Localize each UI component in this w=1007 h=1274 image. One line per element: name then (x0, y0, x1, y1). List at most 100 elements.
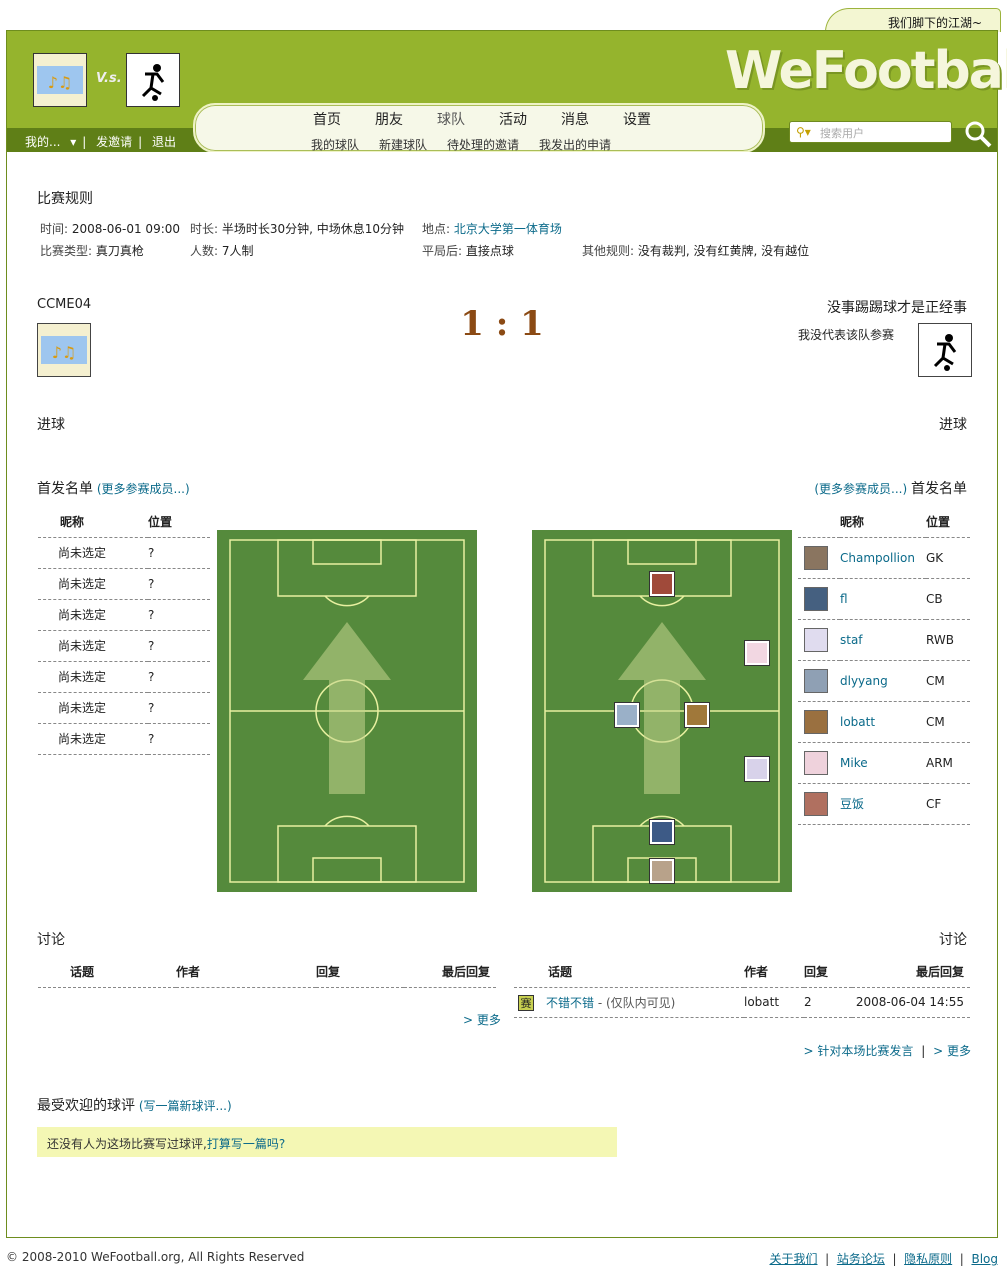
player-name-link[interactable]: fl (840, 591, 848, 606)
away-team-logo[interactable] (126, 53, 180, 107)
nav-messages[interactable]: 消息 (561, 112, 589, 128)
vs-label: V.s. (96, 71, 122, 86)
home-team-logo[interactable]: ♪♫ (33, 53, 87, 107)
logout-link[interactable]: 退出 (152, 135, 177, 149)
home-more-members-link[interactable]: (更多参赛成员...) (96, 482, 190, 496)
avatar[interactable] (804, 545, 828, 570)
away-pitch (532, 530, 792, 892)
player-marker-arm[interactable] (745, 641, 769, 665)
col-topic: 话题 (514, 957, 744, 988)
write-review-link[interactable]: (写一篇新球评...) (138, 1099, 232, 1113)
away-roster-row[interactable]: lobatt CM (798, 701, 970, 743)
rule-place: 地点: 北京大学第一体育场 (422, 222, 562, 236)
nav-activities[interactable]: 活动 (499, 112, 527, 128)
col-name: 昵称 (38, 506, 148, 538)
player-name-link[interactable]: lobatt (840, 714, 876, 729)
player-name: 尚未选定 (38, 723, 148, 755)
subnav-my-requests[interactable]: 我发出的申请 (539, 138, 612, 152)
place-link[interactable]: 北京大学第一体育场 (453, 222, 562, 236)
player-name-link[interactable]: Champollion (840, 550, 915, 565)
rule-duration: 时长: 半场时长30分钟, 中场休息10分钟 (190, 222, 405, 236)
player-position: ? (148, 723, 210, 755)
player-marker-cf[interactable] (650, 572, 674, 596)
away-goals-label: 进球 (939, 417, 967, 433)
away-roster-row[interactable]: Champollion GK (798, 537, 970, 579)
player-name: 尚未选定 (38, 661, 148, 693)
away-discussion-more[interactable]: > 更多 (933, 1044, 971, 1058)
player-position: ? (148, 537, 210, 569)
footer-privacy[interactable]: 隐私原则 (904, 1252, 953, 1266)
nav-home[interactable]: 首页 (313, 112, 341, 128)
footer: © 2008-2010 WeFootball.org, All Rights R… (6, 1250, 998, 1266)
player-name-link[interactable]: 豆饭 (840, 797, 865, 811)
site-logo[interactable]: WeFootball (725, 41, 1007, 101)
my-menu-dropdown[interactable]: 我的... ▾ (25, 135, 77, 149)
topic-link[interactable]: 不错不错 (546, 995, 595, 1010)
avatar[interactable] (804, 627, 828, 652)
col-replies: 回复 (316, 957, 404, 988)
avatar[interactable] (804, 668, 828, 693)
home-roster-row: 尚未选定? (38, 537, 210, 569)
home-discussion-title: 讨论 (37, 932, 65, 948)
home-discussion-more[interactable]: > 更多 (463, 1013, 501, 1027)
player-marker-cb[interactable] (650, 820, 674, 844)
away-discussion-title: 讨论 (939, 932, 967, 948)
football-player-icon-large (933, 334, 957, 371)
player-name-link[interactable]: dlyyang (840, 673, 888, 688)
player-marker-rwb[interactable] (745, 757, 769, 781)
away-team-logo-large[interactable] (918, 323, 972, 377)
away-roster-row[interactable]: staf RWB (798, 619, 970, 661)
topic-replies: 2 (804, 987, 852, 1018)
subnav-my-teams[interactable]: 我的球队 (311, 138, 360, 152)
post-discussion-link[interactable]: > 针对本场比赛发言 (803, 1044, 914, 1058)
no-reviews-text: 还没有人为这场比赛写过球评, (47, 1137, 207, 1151)
col-topic: 话题 (38, 957, 176, 988)
my-menu-label: 我的... (25, 135, 61, 149)
home-team-name[interactable]: CCME04 (37, 297, 92, 312)
away-more-members-link[interactable]: (更多参赛成员...) (814, 482, 908, 496)
away-roster-table: 昵称 位置 Champollion GK fl CB staf RWB dlyyang CM lo… (798, 506, 970, 825)
avatar[interactable] (804, 791, 828, 816)
player-position: ? (148, 661, 210, 693)
search-placeholder: 搜索用户 (820, 127, 864, 140)
home-team-logo-large[interactable]: ♪♫ (37, 323, 91, 377)
player-name: 尚未选定 (38, 568, 148, 600)
search-icon (965, 121, 992, 148)
away-roster-row[interactable]: 豆饭 CF (798, 783, 970, 825)
home-logo-art: ♪♫ (37, 66, 83, 94)
footer-forum[interactable]: 站务论坛 (836, 1252, 885, 1266)
subnav-pending-invites[interactable]: 待处理的邀请 (447, 138, 520, 152)
col-last-reply: 最后回复 (852, 957, 970, 988)
search-input[interactable]: ⚲▾ 搜索用户 (789, 121, 952, 143)
attack-arrow-icon (618, 622, 706, 794)
home-roster-table: 昵称 位置 尚未选定? 尚未选定? 尚未选定? 尚未选定? 尚未选定? 尚未选定? 尚未选定? (38, 506, 210, 755)
topic-row[interactable]: 赛不错不错 - (仅队内可见) lobatt 2 2008-06-04 14:5… (514, 987, 970, 1018)
search-button[interactable] (963, 119, 993, 149)
nav-settings[interactable]: 设置 (623, 112, 651, 128)
footer-blog[interactable]: Blog (971, 1252, 998, 1266)
player-name-link[interactable]: Mike (840, 755, 868, 770)
pitch-lines (229, 539, 465, 883)
player-marker-cm-2[interactable] (685, 703, 709, 727)
home-roster-row: 尚未选定? (38, 568, 210, 600)
away-roster-row[interactable]: fl CB (798, 578, 970, 620)
write-review-prompt-link[interactable]: 打算写一篇吗? (206, 1137, 286, 1151)
nav-teams[interactable]: 球队 (437, 112, 465, 128)
away-roster-row[interactable]: dlyyang CM (798, 660, 970, 702)
footer-about[interactable]: 关于我们 (769, 1252, 818, 1266)
avatar[interactable] (804, 750, 828, 775)
away-team-name[interactable]: 没事踢踢球才是正经事 (827, 300, 967, 316)
reviews-header: 最受欢迎的球评 (写一篇新球评...) (37, 1098, 232, 1114)
avatar[interactable] (804, 586, 828, 611)
player-name-link[interactable]: staf (840, 632, 863, 647)
away-roster-row[interactable]: Mike ARM (798, 742, 970, 784)
subnav-new-team[interactable]: 新建球队 (379, 138, 428, 152)
home-lineup-header: 首发名单 (更多参赛成员...) (37, 481, 190, 497)
topic-author[interactable]: lobatt (744, 995, 780, 1009)
player-marker-cm-1[interactable] (615, 703, 639, 727)
nav-friends[interactable]: 朋友 (375, 112, 403, 128)
nav-panel: 首页 朋友 球队 活动 消息 设置 我的球队 新建球队 待处理的邀请 我发出的申请 (193, 103, 765, 153)
player-marker-gk[interactable] (650, 859, 674, 883)
avatar[interactable] (804, 709, 828, 734)
invite-link[interactable]: 发邀请 (96, 135, 133, 149)
